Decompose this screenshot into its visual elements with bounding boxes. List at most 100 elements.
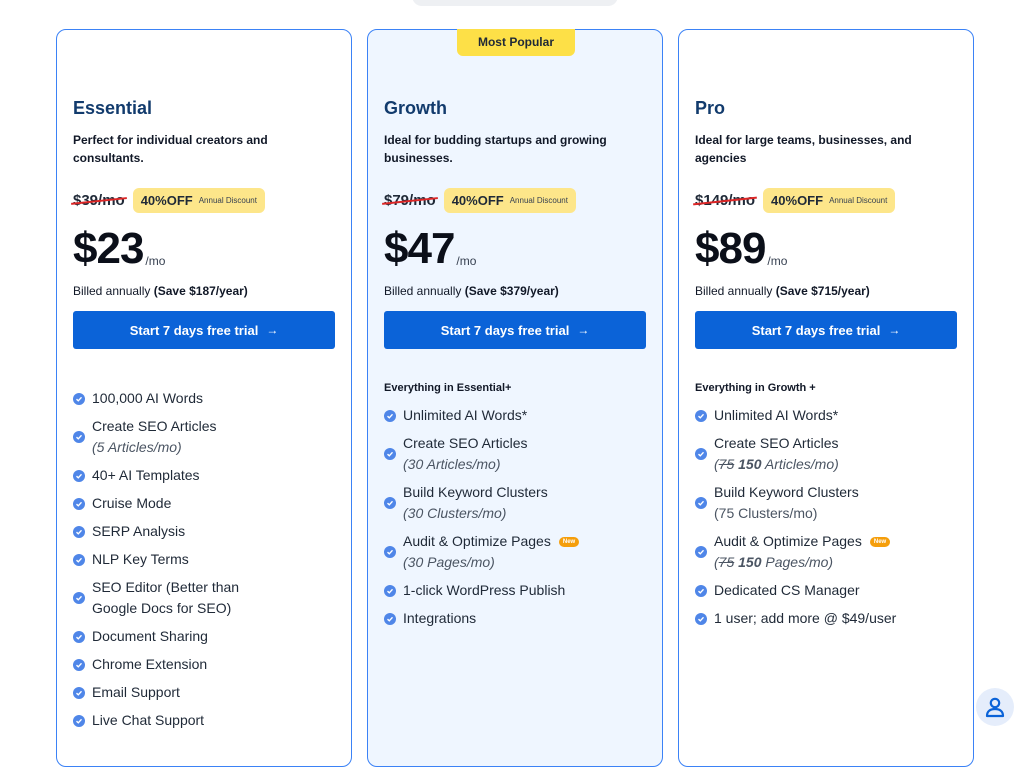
discount-badge: 40%OFF Annual Discount [443,187,576,213]
check-circle-icon [73,553,85,566]
price-row: $149/mo 40%OFF Annual Discount [695,187,896,213]
plan-name: Pro [695,98,726,118]
billing-prefix: Billed annually [695,284,773,298]
check-circle-icon [384,584,396,597]
check-circle-icon [73,469,85,482]
price: $47 /mo [384,226,476,272]
check-circle-icon [73,630,85,643]
most-popular-badge: Most Popular [457,29,575,56]
list-item: Document Sharing [73,626,343,647]
plan-name: Essential [73,98,153,118]
discount-percent: 40%OFF [771,192,824,208]
list-item: 1-click WordPress Publish [384,580,654,601]
billing-prefix: Billed annually [73,284,151,298]
check-circle-icon [73,658,85,671]
list-item: Unlimited AI Words* [695,405,965,426]
list-item: Dedicated CS Manager [695,580,965,601]
list-item: Unlimited AI Words* [384,405,654,426]
list-item: Live Chat Support [73,710,343,731]
plan-card-essential: Essential Perfect for individual creator… [56,29,352,767]
billing-prefix: Billed annually [384,284,462,298]
price-row: $79/mo 40%OFF Annual Discount [384,187,576,213]
check-circle-icon [73,714,85,727]
check-circle-icon [695,448,707,460]
feature-list: Unlimited AI Words* Create SEO Articles(… [695,405,965,636]
start-trial-button[interactable]: Start 7 days free trial → [384,311,646,349]
billing-savings: (Save $379/year) [464,284,559,298]
new-badge: New [869,537,891,548]
plan-card-growth: Most Popular Growth Ideal for budding st… [367,29,663,767]
billing-note: Billed annually (Save $187/year) [73,284,248,298]
billing-note: Billed annually (Save $379/year) [384,284,559,298]
list-item: SERP Analysis [73,521,343,542]
list-item: Integrations [384,608,654,629]
check-circle-icon [384,546,396,558]
check-circle-icon [73,431,85,443]
price-amount: $47 [384,224,455,273]
list-item: SEO Editor (Better than Google Docs for S… [73,577,343,619]
billing-note: Billed annually (Save $715/year) [695,284,870,298]
cta-label: Start 7 days free trial [440,322,570,338]
price-row: $39/mo 40%OFF Annual Discount [73,187,265,213]
plan-name: Growth [384,98,447,118]
list-item: 40+ AI Templates [73,465,343,486]
check-circle-icon [695,497,707,509]
arrow-right-icon: → [888,323,901,337]
discount-percent: 40%OFF [451,192,504,208]
list-item: Cruise Mode [73,493,343,514]
list-item: Build Keyword Clusters (75 Clusters/mo) [695,482,965,524]
old-price: $39/mo [73,191,125,209]
arrow-right-icon: → [577,323,590,337]
check-circle-icon [695,409,707,422]
user-icon [985,697,1005,718]
price: $89 /mo [695,226,787,272]
check-circle-icon [73,392,85,405]
list-item: Create SEO Articles (30 Articles/mo) [384,433,654,475]
check-circle-icon [73,497,85,510]
cta-label: Start 7 days free trial [129,322,259,338]
old-price: $149/mo [695,191,756,209]
discount-note: Annual Discount [509,195,568,205]
billing-savings: (Save $715/year) [775,284,870,298]
start-trial-button[interactable]: Start 7 days free trial → [695,311,957,349]
check-circle-icon [73,592,85,604]
list-item: Audit & Optimize Pages New (75 150 Pages/m… [695,531,965,573]
feature-list: Unlimited AI Words* Create SEO Articles(… [384,405,654,636]
plan-description: Ideal for large teams, businesses, and a… [695,133,912,165]
list-item: Chrome Extension [73,654,343,675]
list-item: 1 user; add more @ $49/user [695,608,965,629]
price-amount: $23 [73,224,144,273]
price-period: /mo [456,254,477,268]
plan-card-pro: Pro Ideal for large teams, businesses, a… [678,29,974,767]
new-badge: New [558,537,580,548]
cta-label: Start 7 days free trial [751,322,881,338]
discount-note: Annual Discount [829,195,888,205]
check-circle-icon [73,525,85,538]
list-item: Audit & Optimize Pages New (30 Pages/mo) [384,531,654,573]
list-item: 100,000 AI Words [73,388,343,409]
check-circle-icon [695,546,707,558]
check-circle-icon [73,686,85,699]
price-period: /mo [767,254,788,268]
price-period: /mo [145,254,166,268]
check-circle-icon [384,448,396,460]
old-price: $79/mo [384,191,436,209]
check-circle-icon [384,409,396,422]
check-circle-icon [695,612,707,625]
list-item: Email Support [73,682,343,703]
plan-description: Perfect for individual creators and cons… [73,133,268,165]
support-button[interactable] [976,688,1014,726]
check-circle-icon [384,497,396,509]
price: $23 /mo [73,226,165,272]
start-trial-button[interactable]: Start 7 days free trial → [73,311,335,349]
billing-savings: (Save $187/year) [153,284,248,298]
list-item: Create SEO Articles (75 150 Articles/mo) [695,433,965,475]
discount-note: Annual Discount [198,195,257,205]
list-item: NLP Key Terms [73,549,343,570]
plan-description: Ideal for budding startups and growing b… [384,133,607,165]
check-circle-icon [695,584,707,597]
discount-badge: 40%OFF Annual Discount [132,187,265,213]
arrow-right-icon: → [266,323,279,337]
check-circle-icon [384,612,396,625]
top-toggle-pill [412,0,618,6]
